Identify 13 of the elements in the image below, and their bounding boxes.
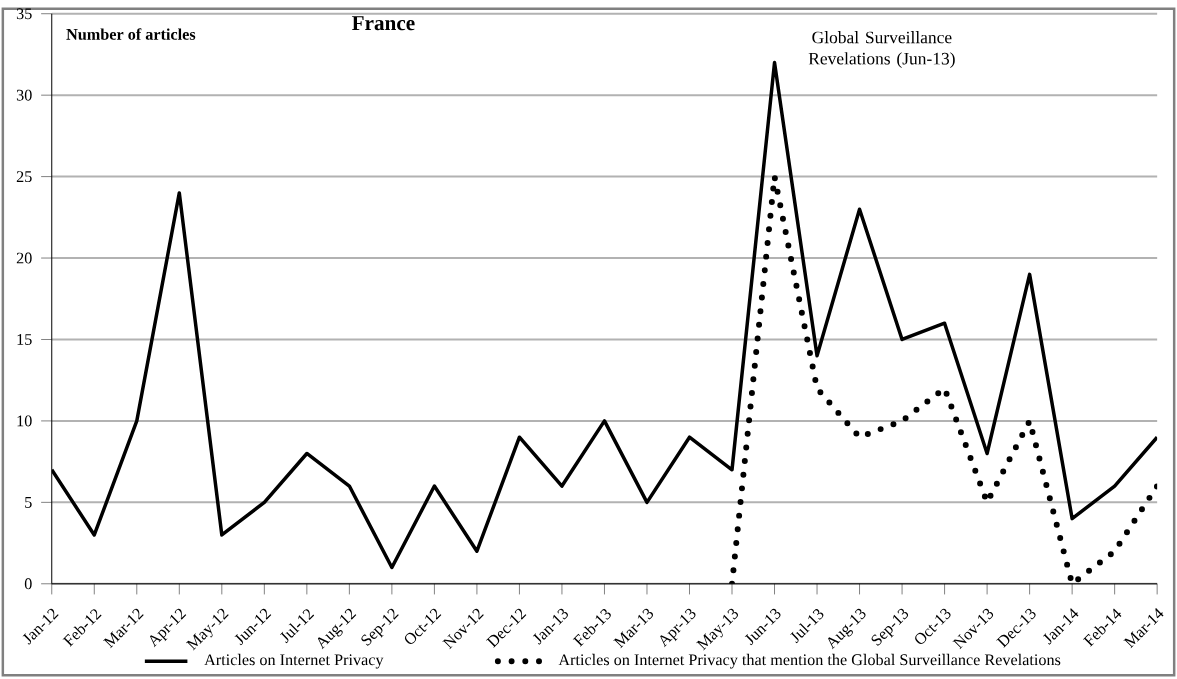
y-axis-title: Number of articles — [66, 28, 196, 40]
y-tick-label: 15 — [17, 334, 32, 346]
y-tick-label: 35 — [16, 8, 32, 20]
y-tick-label: 10 — [17, 415, 32, 427]
legend-label: Articles on Internet Privacy — [204, 653, 384, 669]
y-tick-label: 5 — [25, 497, 32, 508]
y-tick-label: 20 — [16, 252, 32, 264]
chart-title: France — [351, 16, 415, 31]
y-tick-label: 0 — [24, 578, 32, 590]
y-tick-label: 30 — [16, 89, 32, 101]
annotation: Global Surveillance Revelations (Jun-13) — [808, 31, 955, 69]
y-tick-label: 25 — [16, 171, 32, 183]
legend-label: Articles on Internet Privacy that mention the Global Surveillance Revelations — [558, 653, 1061, 669]
